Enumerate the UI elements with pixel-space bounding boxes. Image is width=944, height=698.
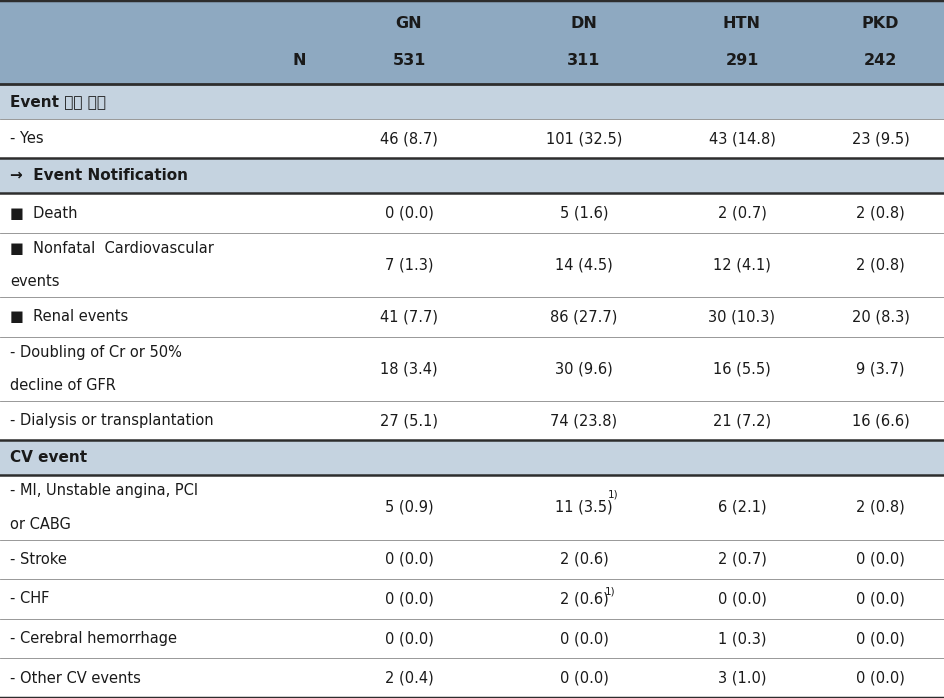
Bar [0,618,944,658]
Bar [0,84,944,119]
Text: 9 (3.7): 9 (3.7) [855,362,903,376]
Text: - CHF: - CHF [10,591,49,607]
Text: 2 (0.7): 2 (0.7) [716,206,766,221]
Text: 46 (8.7): 46 (8.7) [379,131,437,146]
Text: - Other CV events: - Other CV events [10,671,141,685]
Text: 27 (5.1): 27 (5.1) [379,413,437,428]
Text: 2 (0.8): 2 (0.8) [855,500,904,515]
Text: - Stroke: - Stroke [10,552,67,567]
Text: 14 (4.5): 14 (4.5) [554,258,613,273]
Text: 531: 531 [392,53,425,68]
Bar [0,440,944,475]
Bar [0,475,944,540]
Text: 2 (0.8): 2 (0.8) [855,258,904,273]
Text: 5 (0.9): 5 (0.9) [384,500,433,515]
Text: 1): 1) [604,586,615,596]
Bar [0,540,944,579]
Text: 86 (27.7): 86 (27.7) [549,309,617,325]
Text: 1): 1) [607,490,618,500]
Text: decline of GFR: decline of GFR [10,378,116,393]
Text: 0 (0.0): 0 (0.0) [855,591,904,607]
Text: 2 (0.6): 2 (0.6) [559,552,608,567]
Text: PKD: PKD [861,16,899,31]
Text: 30 (10.3): 30 (10.3) [708,309,775,325]
Text: DN: DN [570,16,597,31]
Text: 11 (3.5): 11 (3.5) [555,500,612,515]
Text: 30 (9.6): 30 (9.6) [554,362,613,376]
Text: 242: 242 [863,53,896,68]
Bar [0,193,944,233]
Text: 16 (6.6): 16 (6.6) [851,413,908,428]
Text: 1 (0.3): 1 (0.3) [717,631,766,646]
Text: 20 (8.3): 20 (8.3) [851,309,908,325]
Bar [0,579,944,618]
Text: events: events [10,274,59,289]
Text: 0 (0.0): 0 (0.0) [716,591,766,607]
Text: - Cerebral hemorrhage: - Cerebral hemorrhage [10,631,177,646]
Text: 0 (0.0): 0 (0.0) [855,552,904,567]
Text: ■  Nonfatal  Cardiovascular: ■ Nonfatal Cardiovascular [10,241,213,256]
Text: 21 (7.2): 21 (7.2) [712,413,770,428]
Text: 0 (0.0): 0 (0.0) [384,552,433,567]
Text: - Dialysis or transplantation: - Dialysis or transplantation [10,413,213,428]
Text: 23 (9.5): 23 (9.5) [851,131,908,146]
Text: 3 (1.0): 3 (1.0) [717,671,766,685]
Text: 0 (0.0): 0 (0.0) [559,631,608,646]
Text: or CABG: or CABG [10,517,71,532]
Text: CV event: CV event [10,450,87,466]
Bar [0,658,944,698]
Text: 43 (14.8): 43 (14.8) [708,131,775,146]
Text: 291: 291 [725,53,758,68]
Text: ■  Death: ■ Death [10,206,77,221]
Text: N: N [293,53,306,68]
Text: - Yes: - Yes [10,131,43,146]
Text: 6 (2.1): 6 (2.1) [716,500,766,515]
Bar [0,401,944,440]
Text: ■  Renal events: ■ Renal events [10,309,128,325]
Text: →  Event Notification: → Event Notification [10,168,188,184]
Text: Event 발생 여부: Event 발생 여부 [10,94,106,109]
Text: 311: 311 [566,53,600,68]
Bar [0,0,944,84]
Text: 5 (1.6): 5 (1.6) [559,206,608,221]
Text: 0 (0.0): 0 (0.0) [384,206,433,221]
Text: 0 (0.0): 0 (0.0) [384,631,433,646]
Text: 16 (5.5): 16 (5.5) [713,362,770,376]
Text: GN: GN [396,16,422,31]
Text: 0 (0.0): 0 (0.0) [559,671,608,685]
Text: 12 (4.1): 12 (4.1) [713,258,770,273]
Text: 2 (0.8): 2 (0.8) [855,206,904,221]
Text: - MI, Unstable angina, PCI: - MI, Unstable angina, PCI [10,483,198,498]
Text: 101 (32.5): 101 (32.5) [546,131,621,146]
Text: 7 (1.3): 7 (1.3) [384,258,432,273]
Text: - Doubling of Cr or 50%: - Doubling of Cr or 50% [10,345,181,359]
Text: 2 (0.7): 2 (0.7) [716,552,766,567]
Text: 0 (0.0): 0 (0.0) [855,631,904,646]
Text: 0 (0.0): 0 (0.0) [384,591,433,607]
Text: HTN: HTN [722,16,760,31]
Bar [0,233,944,297]
Text: 2 (0.6): 2 (0.6) [559,591,608,607]
Text: 18 (3.4): 18 (3.4) [379,362,437,376]
Bar [0,297,944,336]
Bar [0,158,944,193]
Text: 41 (7.7): 41 (7.7) [379,309,437,325]
Bar [0,119,944,158]
Text: 0 (0.0): 0 (0.0) [855,671,904,685]
Text: 74 (23.8): 74 (23.8) [549,413,617,428]
Text: 2 (0.4): 2 (0.4) [384,671,433,685]
Bar [0,336,944,401]
